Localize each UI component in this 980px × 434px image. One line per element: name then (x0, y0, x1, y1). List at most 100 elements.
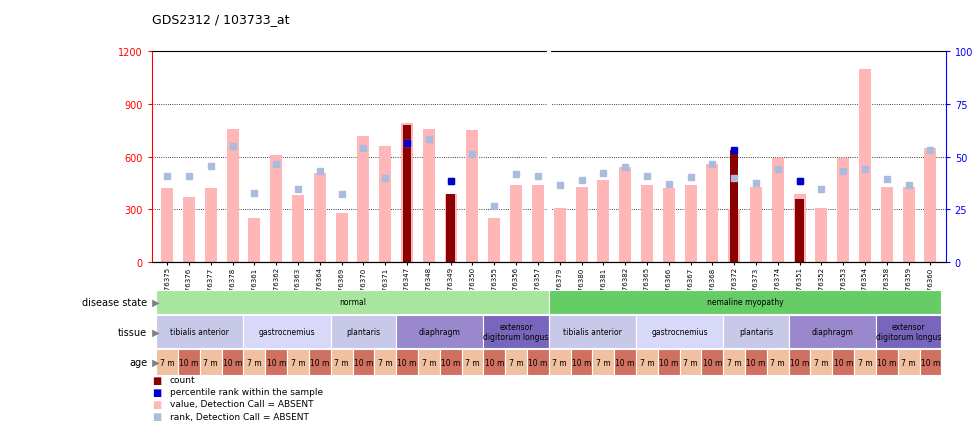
Text: 10 m: 10 m (484, 358, 504, 367)
Bar (554, 208, 565, 263)
Text: nemaline myopathy: nemaline myopathy (707, 298, 783, 307)
Bar (658, 349, 680, 375)
Bar (466, 131, 478, 263)
Bar (614, 349, 636, 375)
Bar (314, 173, 325, 263)
Bar (379, 147, 391, 263)
Text: 10 m: 10 m (834, 358, 853, 367)
Text: count: count (170, 375, 195, 384)
Bar (200, 349, 221, 375)
Bar (549, 290, 942, 314)
Bar (462, 349, 483, 375)
Bar (810, 349, 832, 375)
Text: 10 m: 10 m (660, 358, 678, 367)
Bar (728, 210, 740, 263)
Text: diaphragm: diaphragm (418, 327, 461, 336)
Bar (794, 194, 806, 263)
Bar (723, 316, 789, 348)
Bar (358, 136, 369, 263)
Text: ▶: ▶ (149, 297, 160, 307)
Bar (702, 349, 723, 375)
Text: 7 m: 7 m (683, 358, 698, 367)
Bar (636, 349, 658, 375)
Text: ■: ■ (152, 375, 161, 385)
Bar (789, 316, 876, 348)
Bar (505, 349, 527, 375)
Bar (855, 349, 876, 375)
Text: 10 m: 10 m (397, 358, 416, 367)
Text: 10 m: 10 m (877, 358, 897, 367)
Bar (266, 349, 287, 375)
Text: gastrocnemius: gastrocnemius (259, 327, 316, 336)
Bar (919, 349, 942, 375)
Bar (619, 168, 631, 263)
Text: 10 m: 10 m (615, 358, 635, 367)
Bar (309, 349, 330, 375)
Text: 10 m: 10 m (310, 358, 329, 367)
Text: 7 m: 7 m (770, 358, 785, 367)
Bar (837, 159, 850, 263)
Text: diaphragm: diaphragm (811, 327, 854, 336)
Bar (396, 349, 417, 375)
Bar (243, 316, 330, 348)
Bar (243, 349, 266, 375)
Text: tibialis anterior: tibialis anterior (563, 327, 622, 336)
Bar (156, 290, 549, 314)
Text: ▶: ▶ (149, 358, 160, 367)
Bar (161, 189, 173, 263)
Text: normal: normal (339, 298, 367, 307)
Bar (685, 185, 697, 263)
Bar (636, 316, 723, 348)
Text: ■: ■ (152, 411, 161, 421)
Text: 7 m: 7 m (421, 358, 436, 367)
Text: extensor
digitorum longus: extensor digitorum longus (483, 322, 549, 342)
Bar (532, 185, 544, 263)
Bar (575, 187, 587, 263)
Text: gastrocnemius: gastrocnemius (652, 327, 708, 336)
Text: 7 m: 7 m (160, 358, 174, 367)
Bar (859, 69, 871, 263)
Text: 7 m: 7 m (509, 358, 523, 367)
Text: disease state: disease state (82, 297, 147, 307)
Bar (789, 349, 810, 375)
Bar (707, 164, 718, 263)
Text: plantaris: plantaris (346, 327, 380, 336)
Text: 7 m: 7 m (553, 358, 567, 367)
Text: 7 m: 7 m (466, 358, 480, 367)
Bar (396, 316, 483, 348)
Bar (353, 349, 374, 375)
Bar (549, 316, 636, 348)
Text: 10 m: 10 m (790, 358, 809, 367)
Bar (723, 349, 745, 375)
Bar (570, 349, 593, 375)
Bar (745, 349, 767, 375)
Text: tibialis anterior: tibialis anterior (171, 327, 229, 336)
Bar (330, 349, 353, 375)
Text: plantaris: plantaris (739, 327, 773, 336)
Text: 7 m: 7 m (727, 358, 742, 367)
Text: 10 m: 10 m (354, 358, 373, 367)
Bar (156, 316, 243, 348)
Text: 10 m: 10 m (222, 358, 242, 367)
Text: 7 m: 7 m (640, 358, 655, 367)
Bar (287, 349, 309, 375)
Text: ■: ■ (152, 387, 161, 397)
Text: 7 m: 7 m (814, 358, 829, 367)
Bar (815, 208, 827, 263)
Text: tissue: tissue (118, 327, 147, 337)
Bar (483, 349, 505, 375)
Bar (641, 185, 653, 263)
Bar (330, 316, 396, 348)
Bar (832, 349, 855, 375)
Text: 10 m: 10 m (747, 358, 765, 367)
Text: age: age (129, 358, 147, 367)
Bar (662, 189, 675, 263)
Bar (292, 196, 304, 263)
Bar (447, 194, 455, 263)
Text: ■: ■ (152, 399, 161, 409)
Text: 7 m: 7 m (291, 358, 306, 367)
Bar (750, 187, 762, 263)
Bar (488, 219, 500, 263)
Text: 7 m: 7 m (596, 358, 611, 367)
Bar (903, 187, 914, 263)
